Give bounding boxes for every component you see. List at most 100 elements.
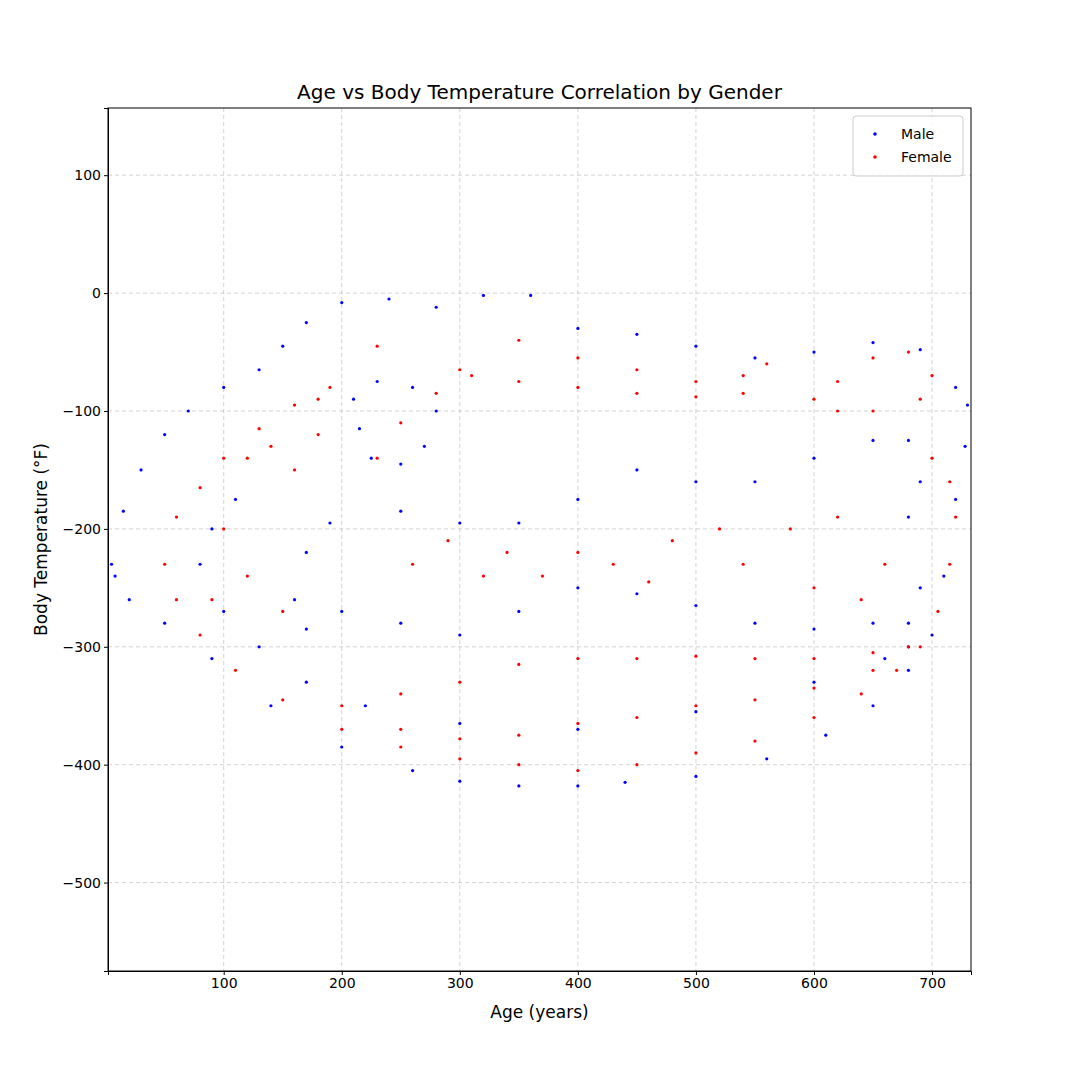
point — [836, 515, 839, 518]
point — [742, 392, 745, 395]
grid-line — [108, 764, 971, 765]
point — [812, 681, 815, 684]
point — [198, 633, 201, 636]
point — [836, 380, 839, 383]
tick-label: 400 — [565, 975, 592, 991]
legend: MaleFemale — [853, 116, 963, 176]
point — [458, 633, 461, 636]
grid-line — [108, 410, 971, 411]
point — [517, 663, 520, 666]
grid-line — [459, 108, 460, 971]
grid-line — [341, 108, 342, 971]
axis-line — [109, 972, 972, 976]
point — [623, 781, 626, 784]
point — [411, 769, 414, 772]
point — [281, 698, 284, 701]
point — [517, 734, 520, 737]
point — [163, 433, 166, 436]
point — [328, 521, 331, 524]
point — [376, 380, 379, 383]
tick: −500 — [63, 875, 108, 891]
point — [919, 348, 922, 351]
point — [399, 745, 402, 748]
point — [399, 622, 402, 625]
legend-marker — [873, 155, 877, 159]
point — [210, 527, 213, 530]
point — [458, 780, 461, 783]
point — [919, 645, 922, 648]
point — [576, 657, 579, 660]
tick-label: 100 — [211, 975, 238, 991]
point — [860, 692, 863, 695]
point — [765, 757, 768, 760]
point — [812, 657, 815, 660]
point — [694, 775, 697, 778]
point — [198, 563, 201, 566]
point — [919, 480, 922, 483]
point — [529, 294, 532, 297]
point — [635, 657, 638, 660]
point — [694, 704, 697, 707]
legend-box — [853, 116, 963, 176]
point — [694, 480, 697, 483]
point — [411, 386, 414, 389]
point — [246, 574, 249, 577]
point — [907, 645, 910, 648]
tick-mark — [104, 883, 108, 884]
point — [458, 681, 461, 684]
point — [576, 551, 579, 554]
point — [812, 398, 815, 401]
tick: −100 — [63, 403, 108, 419]
point — [340, 728, 343, 731]
point — [210, 657, 213, 660]
tick-label: 0 — [92, 285, 101, 301]
tick-mark — [104, 529, 108, 530]
point — [210, 598, 213, 601]
x-axis: 100200300400500600700 — [109, 971, 972, 991]
grid-line — [695, 108, 696, 971]
point — [364, 704, 367, 707]
grid — [108, 108, 971, 971]
point — [860, 598, 863, 601]
tick: 200 — [329, 971, 356, 991]
point — [517, 339, 520, 342]
tick-label: −100 — [63, 403, 101, 419]
tick: 500 — [683, 971, 710, 991]
point — [258, 427, 261, 430]
point — [742, 374, 745, 377]
point — [966, 403, 969, 406]
point — [198, 486, 201, 489]
point — [576, 586, 579, 589]
tick: 600 — [801, 971, 828, 991]
point — [517, 521, 520, 524]
point — [222, 610, 225, 613]
point — [963, 445, 966, 448]
point — [883, 657, 886, 660]
point — [871, 704, 874, 707]
point — [812, 628, 815, 631]
title: Age vs Body Temperature Correlation by G… — [297, 80, 783, 104]
point — [305, 321, 308, 324]
point — [765, 362, 768, 365]
tick-mark — [104, 647, 108, 648]
point — [352, 398, 355, 401]
point — [742, 563, 745, 566]
point — [954, 386, 957, 389]
point — [222, 386, 225, 389]
tick-mark — [104, 293, 108, 294]
point — [482, 574, 485, 577]
point — [576, 327, 579, 330]
point — [435, 409, 438, 412]
point — [907, 645, 910, 648]
point — [671, 539, 674, 542]
point — [930, 457, 933, 460]
tick: 100 — [74, 167, 108, 183]
tick: 0 — [92, 285, 108, 301]
point — [576, 498, 579, 501]
point — [541, 574, 544, 577]
point — [635, 716, 638, 719]
point — [458, 368, 461, 371]
point — [175, 515, 178, 518]
tick: 400 — [565, 971, 592, 991]
point — [458, 757, 461, 760]
